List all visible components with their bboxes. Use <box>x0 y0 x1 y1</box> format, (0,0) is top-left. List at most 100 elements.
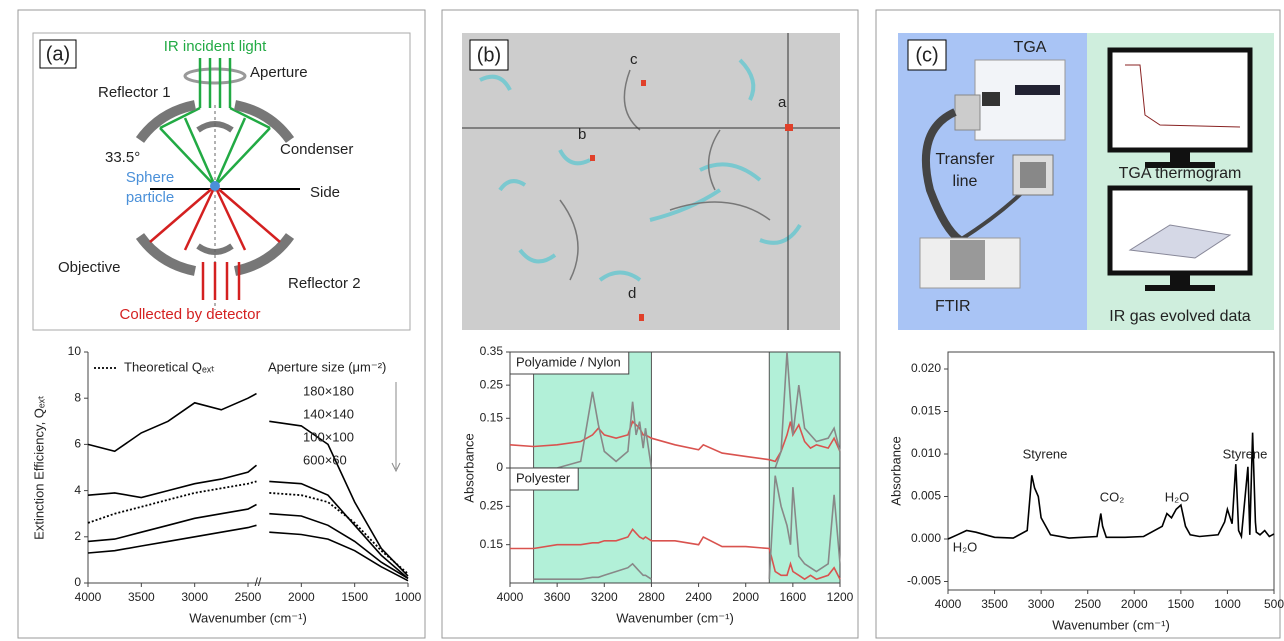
highlight-band <box>768 351 841 469</box>
y-tick-label: 0.010 <box>911 446 941 460</box>
series-line <box>87 464 409 580</box>
annotation: Styrene <box>1023 446 1068 461</box>
series-line <box>87 480 409 575</box>
y-tick-label: 0.000 <box>911 531 941 545</box>
y-tick-label: 10 <box>68 344 82 358</box>
subplot-title-box <box>509 467 579 491</box>
y-tick-label: 0.25 <box>480 499 504 513</box>
legend-label: 100×100 <box>303 429 354 444</box>
x-tick-label: 500 <box>1264 597 1284 611</box>
x-tick-label: 2000 <box>732 590 759 604</box>
micrograph <box>462 33 840 330</box>
diagram-label: Condenser <box>280 141 353 158</box>
y-tick-label: 4 <box>74 483 81 497</box>
x-tick-label: 1600 <box>780 590 807 604</box>
point-label: b <box>578 126 586 143</box>
panel-frame <box>17 9 426 639</box>
subplot-title: Polyester <box>516 470 571 485</box>
x-tick-label: 1000 <box>1214 597 1241 611</box>
diagram-label: TGA thermogram <box>1119 165 1242 182</box>
diagram-label: FTIR <box>935 298 971 315</box>
y-tick-label: 0.015 <box>911 404 941 418</box>
x-tick-label: 2500 <box>235 590 262 604</box>
x-tick-label: 3200 <box>591 590 618 604</box>
x-tick-label: 2000 <box>288 590 315 604</box>
x-tick-label: 2500 <box>1074 597 1101 611</box>
diagram-label: Aperture <box>250 64 308 81</box>
legend-label: 600×60 <box>303 452 347 467</box>
series-line <box>533 475 841 580</box>
annotation: H₂O <box>1165 489 1190 504</box>
plot-frame <box>947 351 1275 591</box>
x-tick-label: 3500 <box>981 597 1008 611</box>
y-tick-label: -0.005 <box>907 574 941 588</box>
x-tick-label: 4000 <box>935 597 962 611</box>
series-line <box>87 392 409 577</box>
y-tick-label: 8 <box>74 390 81 404</box>
series-line <box>87 503 409 580</box>
y-tick-label: 6 <box>74 437 81 451</box>
y-axis-label: Extinction Efficiency, Qₑₓₜ <box>31 395 46 540</box>
x-axis-label: Wavenumber (cm⁻¹) <box>1052 617 1170 632</box>
diagram-label: 33.5° <box>105 149 140 166</box>
diagram-c <box>898 33 1274 330</box>
series-line <box>947 432 1275 540</box>
panel-label: (c) <box>915 44 938 66</box>
y-tick-label: 0.35 <box>480 344 504 358</box>
series-line <box>87 524 409 582</box>
panel-label: (b) <box>477 44 501 66</box>
x-tick-label: 1500 <box>341 590 368 604</box>
x-tick-label: 4000 <box>497 590 524 604</box>
diagram-label: Reflector 2 <box>288 275 361 292</box>
x-tick-label: 1200 <box>827 590 854 604</box>
x-axis-label: Wavenumber (cm⁻¹) <box>189 610 307 625</box>
x-tick-label: 2000 <box>1121 597 1148 611</box>
legend-title: Aperture size (μm⁻²) <box>268 359 386 374</box>
legend-label: 140×140 <box>303 406 354 421</box>
diagram-label: IR gas evolved data <box>1109 308 1251 325</box>
panel-frame <box>441 9 859 639</box>
highlight-band <box>768 467 841 584</box>
diagram-label: Collected by detector <box>120 306 261 323</box>
diagram-a <box>32 32 411 331</box>
x-tick-label: 3000 <box>1028 597 1055 611</box>
x-axis-label: Wavenumber (cm⁻¹) <box>616 610 734 625</box>
x-tick-label: 3500 <box>128 590 155 604</box>
annotation: H₂O <box>953 539 978 554</box>
y-tick-label: 2 <box>74 529 81 543</box>
x-tick-label: 3600 <box>544 590 571 604</box>
y-tick-label: 0.020 <box>911 361 941 375</box>
subplot-title-box <box>509 351 630 375</box>
x-tick-label: 1500 <box>1168 597 1195 611</box>
diagram-label: Objective <box>58 259 121 276</box>
legend-label: Theoretical Qₑₓₜ <box>124 359 215 374</box>
annotation: Styrene <box>1223 446 1268 461</box>
diagram-label: Sphere <box>126 169 174 186</box>
y-tick-label: 0.15 <box>480 537 504 551</box>
diagram-label: Side <box>310 184 340 201</box>
y-tick-label: 0.005 <box>911 489 941 503</box>
point-label: a <box>778 94 787 111</box>
plot-frame <box>509 467 841 584</box>
diagram-label: Reflector 1 <box>98 84 171 101</box>
y-tick-label: 0.25 <box>480 377 504 391</box>
x-tick-label: 4000 <box>75 590 102 604</box>
series-line <box>533 351 841 469</box>
point-label: c <box>630 51 638 68</box>
y-tick-label: 0.15 <box>480 410 504 424</box>
y-tick-label: 0 <box>74 575 81 589</box>
diagram-label: TGA <box>1014 39 1047 56</box>
y-tick-label: 0 <box>496 460 503 474</box>
x-tick-label: 1000 <box>395 590 422 604</box>
diagram-label: IR incident light <box>164 38 267 55</box>
x-tick-label: 2400 <box>685 590 712 604</box>
diagram-label: line <box>953 173 978 190</box>
diagram-label: Transfer <box>936 151 996 168</box>
y-axis-label: Absorbance <box>888 436 903 505</box>
y-axis-label: Absorbance <box>461 433 476 502</box>
x-tick-label: 2800 <box>638 590 665 604</box>
point-label: d <box>628 285 636 302</box>
panel-frame <box>875 9 1281 639</box>
series-line <box>510 527 841 581</box>
